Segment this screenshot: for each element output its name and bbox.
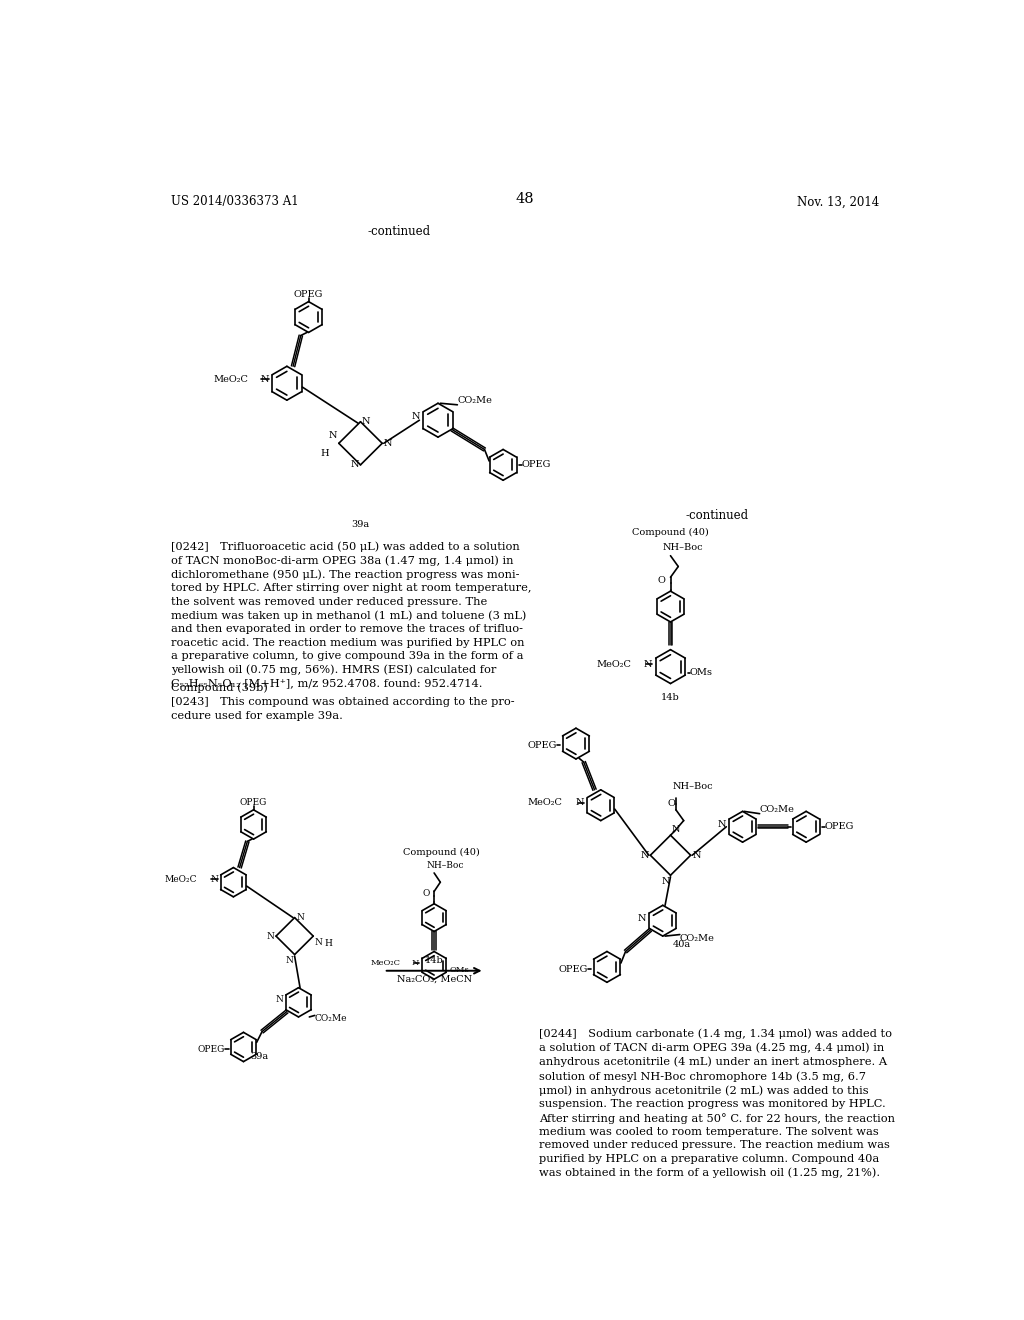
Text: MeO₂C: MeO₂C [527,799,562,808]
Text: N: N [362,417,371,426]
Text: -continued: -continued [685,508,749,521]
Text: NH–Boc: NH–Boc [663,544,703,552]
Text: N: N [384,438,392,447]
Text: [0242] Trifluoroacetic acid (50 μL) was added to a solution
of TACN monoBoc-di-a: [0242] Trifluoroacetic acid (50 μL) was … [171,541,531,689]
Text: 39a: 39a [251,1052,269,1060]
Text: OPEG: OPEG [240,797,267,807]
Text: OMs: OMs [690,668,713,677]
Text: H: H [321,449,330,458]
Text: OPEG: OPEG [198,1045,225,1053]
Text: N: N [296,913,304,923]
Text: Na₂CO₃, MeCN: Na₂CO₃, MeCN [396,974,472,983]
Text: OPEG: OPEG [294,289,324,298]
Text: MeO₂C: MeO₂C [597,660,632,669]
Text: N: N [350,461,359,470]
Text: N: N [314,937,323,946]
Text: MeO₂C: MeO₂C [371,960,400,968]
Text: N: N [260,375,269,384]
Text: NH–Boc: NH–Boc [673,783,714,792]
Text: -continued: -continued [368,226,431,239]
Text: [0244] Sodium carbonate (1.4 mg, 1.34 μmol) was added to
a solution of TACN di-a: [0244] Sodium carbonate (1.4 mg, 1.34 μm… [539,1028,895,1177]
Text: N: N [692,851,700,859]
Text: N: N [575,799,585,808]
Text: Compound (39b): Compound (39b) [171,682,267,693]
Text: N: N [412,960,420,968]
Text: O: O [658,576,666,585]
Text: 14b: 14b [425,956,443,965]
Text: N: N [672,825,680,834]
Text: N: N [638,913,646,923]
Text: CO₂Me: CO₂Me [314,1014,347,1023]
Text: N: N [412,412,420,421]
Text: 48: 48 [515,193,535,206]
Text: [0243] This compound was obtained according to the pro-
cedure used for example : [0243] This compound was obtained accord… [171,697,514,721]
Text: CO₂Me: CO₂Me [458,396,493,405]
Text: N: N [718,820,726,829]
Text: US 2014/0336373 A1: US 2014/0336373 A1 [171,195,298,209]
Text: OPEG: OPEG [528,741,557,750]
Text: 40a: 40a [673,940,691,949]
Text: N: N [286,956,293,965]
Text: OMs: OMs [450,966,469,974]
Text: MeO₂C: MeO₂C [165,875,197,883]
Text: N: N [210,875,218,883]
Text: N: N [662,876,670,886]
Text: OPEG: OPEG [559,965,589,974]
Text: H: H [324,940,332,948]
Text: N: N [640,851,649,859]
Text: O: O [668,799,675,808]
Text: N: N [275,995,283,1003]
Text: O: O [423,890,430,898]
Text: N: N [643,660,652,669]
Text: OPEG: OPEG [824,822,854,832]
Text: N: N [329,432,337,441]
Text: Nov. 13, 2014: Nov. 13, 2014 [797,195,879,209]
Text: OPEG: OPEG [521,461,551,470]
Text: CO₂Me: CO₂Me [680,933,715,942]
Text: 39a: 39a [351,520,370,529]
Text: Compound (40): Compound (40) [632,528,709,537]
Text: NH–Boc: NH–Boc [426,861,464,870]
Text: CO₂Me: CO₂Me [760,805,795,813]
Text: Compound (40): Compound (40) [403,847,480,857]
Text: N: N [266,932,274,941]
Text: 14b: 14b [662,693,680,702]
Text: MeO₂C: MeO₂C [213,375,248,384]
